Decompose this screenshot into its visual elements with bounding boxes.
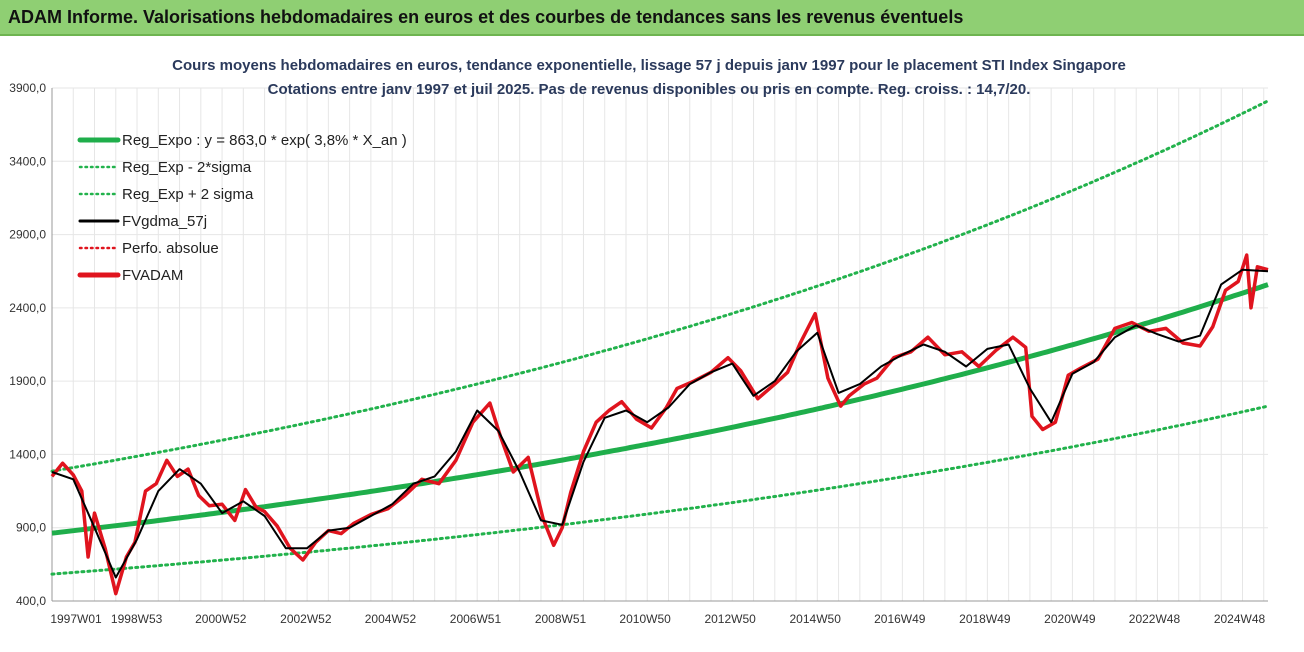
x-tick-label: 2024W48 bbox=[1214, 612, 1266, 626]
y-axis: 400,0 900,0 1400,0 1900,0 2400,0 2900,0 3400,0… bbox=[9, 81, 53, 608]
x-tick-label: 2004W52 bbox=[365, 612, 417, 626]
chart-title: Cours moyens hebdomadaires en euros, ten… bbox=[172, 57, 1126, 74]
x-tick-label: 2002W52 bbox=[280, 612, 332, 626]
legend-label: FVADAM bbox=[122, 267, 183, 284]
x-axis: 1997W01 1998W53 2000W52 2002W52 2004W52 2006W… bbox=[50, 600, 1268, 626]
x-tick-label: 2006W51 bbox=[450, 612, 502, 626]
x-tick-label: 1998W53 bbox=[111, 612, 163, 626]
x-tick-label: 2014W50 bbox=[790, 612, 842, 626]
y-tick-label: 3400,0 bbox=[9, 154, 46, 168]
x-tick-label: 2010W50 bbox=[619, 612, 671, 626]
x-tick-label: 2022W48 bbox=[1129, 612, 1181, 626]
x-tick-label: 1997W01 bbox=[50, 612, 102, 626]
report-title: ADAM Informe. Valorisations hebdomadaire… bbox=[8, 7, 964, 27]
x-tick-label: 2000W52 bbox=[195, 612, 247, 626]
y-tick-label: 2900,0 bbox=[9, 228, 46, 242]
legend-label: Perfo. absolue bbox=[122, 240, 219, 257]
legend-label: FVgdma_57j bbox=[122, 213, 207, 230]
series-upper-band bbox=[50, 99, 1270, 473]
plot-series bbox=[50, 99, 1270, 596]
legend: Reg_Expo : y = 863,0 * exp( 3,8% * X_an … bbox=[77, 132, 407, 284]
x-tick-label: 2020W49 bbox=[1044, 612, 1096, 626]
y-tick-label: 900,0 bbox=[16, 521, 46, 535]
x-tick-label: 2008W51 bbox=[535, 612, 587, 626]
y-tick-label: 1400,0 bbox=[9, 447, 46, 461]
series-fvgdma-57j bbox=[51, 268, 1269, 579]
x-tick-label: 2018W49 bbox=[959, 612, 1011, 626]
x-tick-label: 2016W49 bbox=[874, 612, 926, 626]
y-tick-label: 3900,0 bbox=[9, 81, 46, 95]
series-lower-band bbox=[50, 404, 1270, 576]
y-tick-label: 1900,0 bbox=[9, 374, 46, 388]
chart-area: Cours moyens hebdomadaires en euros, ten… bbox=[0, 36, 1304, 652]
legend-label: Reg_Exp + 2 sigma bbox=[122, 186, 254, 203]
chart-subtitle: Cotations entre janv 1997 et juil 2025. … bbox=[268, 81, 1031, 98]
report-header: ADAM Informe. Valorisations hebdomadaire… bbox=[0, 0, 1304, 36]
y-tick-label: 400,0 bbox=[16, 594, 46, 608]
legend-label: Reg_Exp - 2*sigma bbox=[122, 159, 252, 176]
y-tick-label: 2400,0 bbox=[9, 301, 46, 315]
legend-label: Reg_Expo : y = 863,0 * exp( 3,8% * X_an … bbox=[122, 132, 407, 149]
chart-svg: Cours moyens hebdomadaires en euros, ten… bbox=[0, 36, 1304, 652]
x-tick-label: 2012W50 bbox=[704, 612, 756, 626]
